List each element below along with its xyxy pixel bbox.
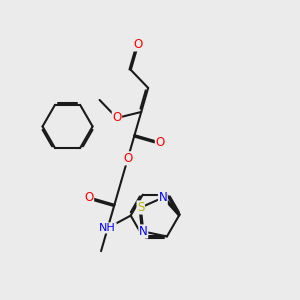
Text: N: N <box>158 191 167 204</box>
Text: O: O <box>155 136 165 149</box>
Text: O: O <box>134 38 143 51</box>
Text: S: S <box>137 201 145 214</box>
Text: O: O <box>123 152 133 165</box>
Text: N: N <box>139 225 148 238</box>
Text: O: O <box>84 191 94 204</box>
Text: NH: NH <box>99 223 116 233</box>
Text: O: O <box>112 112 122 124</box>
